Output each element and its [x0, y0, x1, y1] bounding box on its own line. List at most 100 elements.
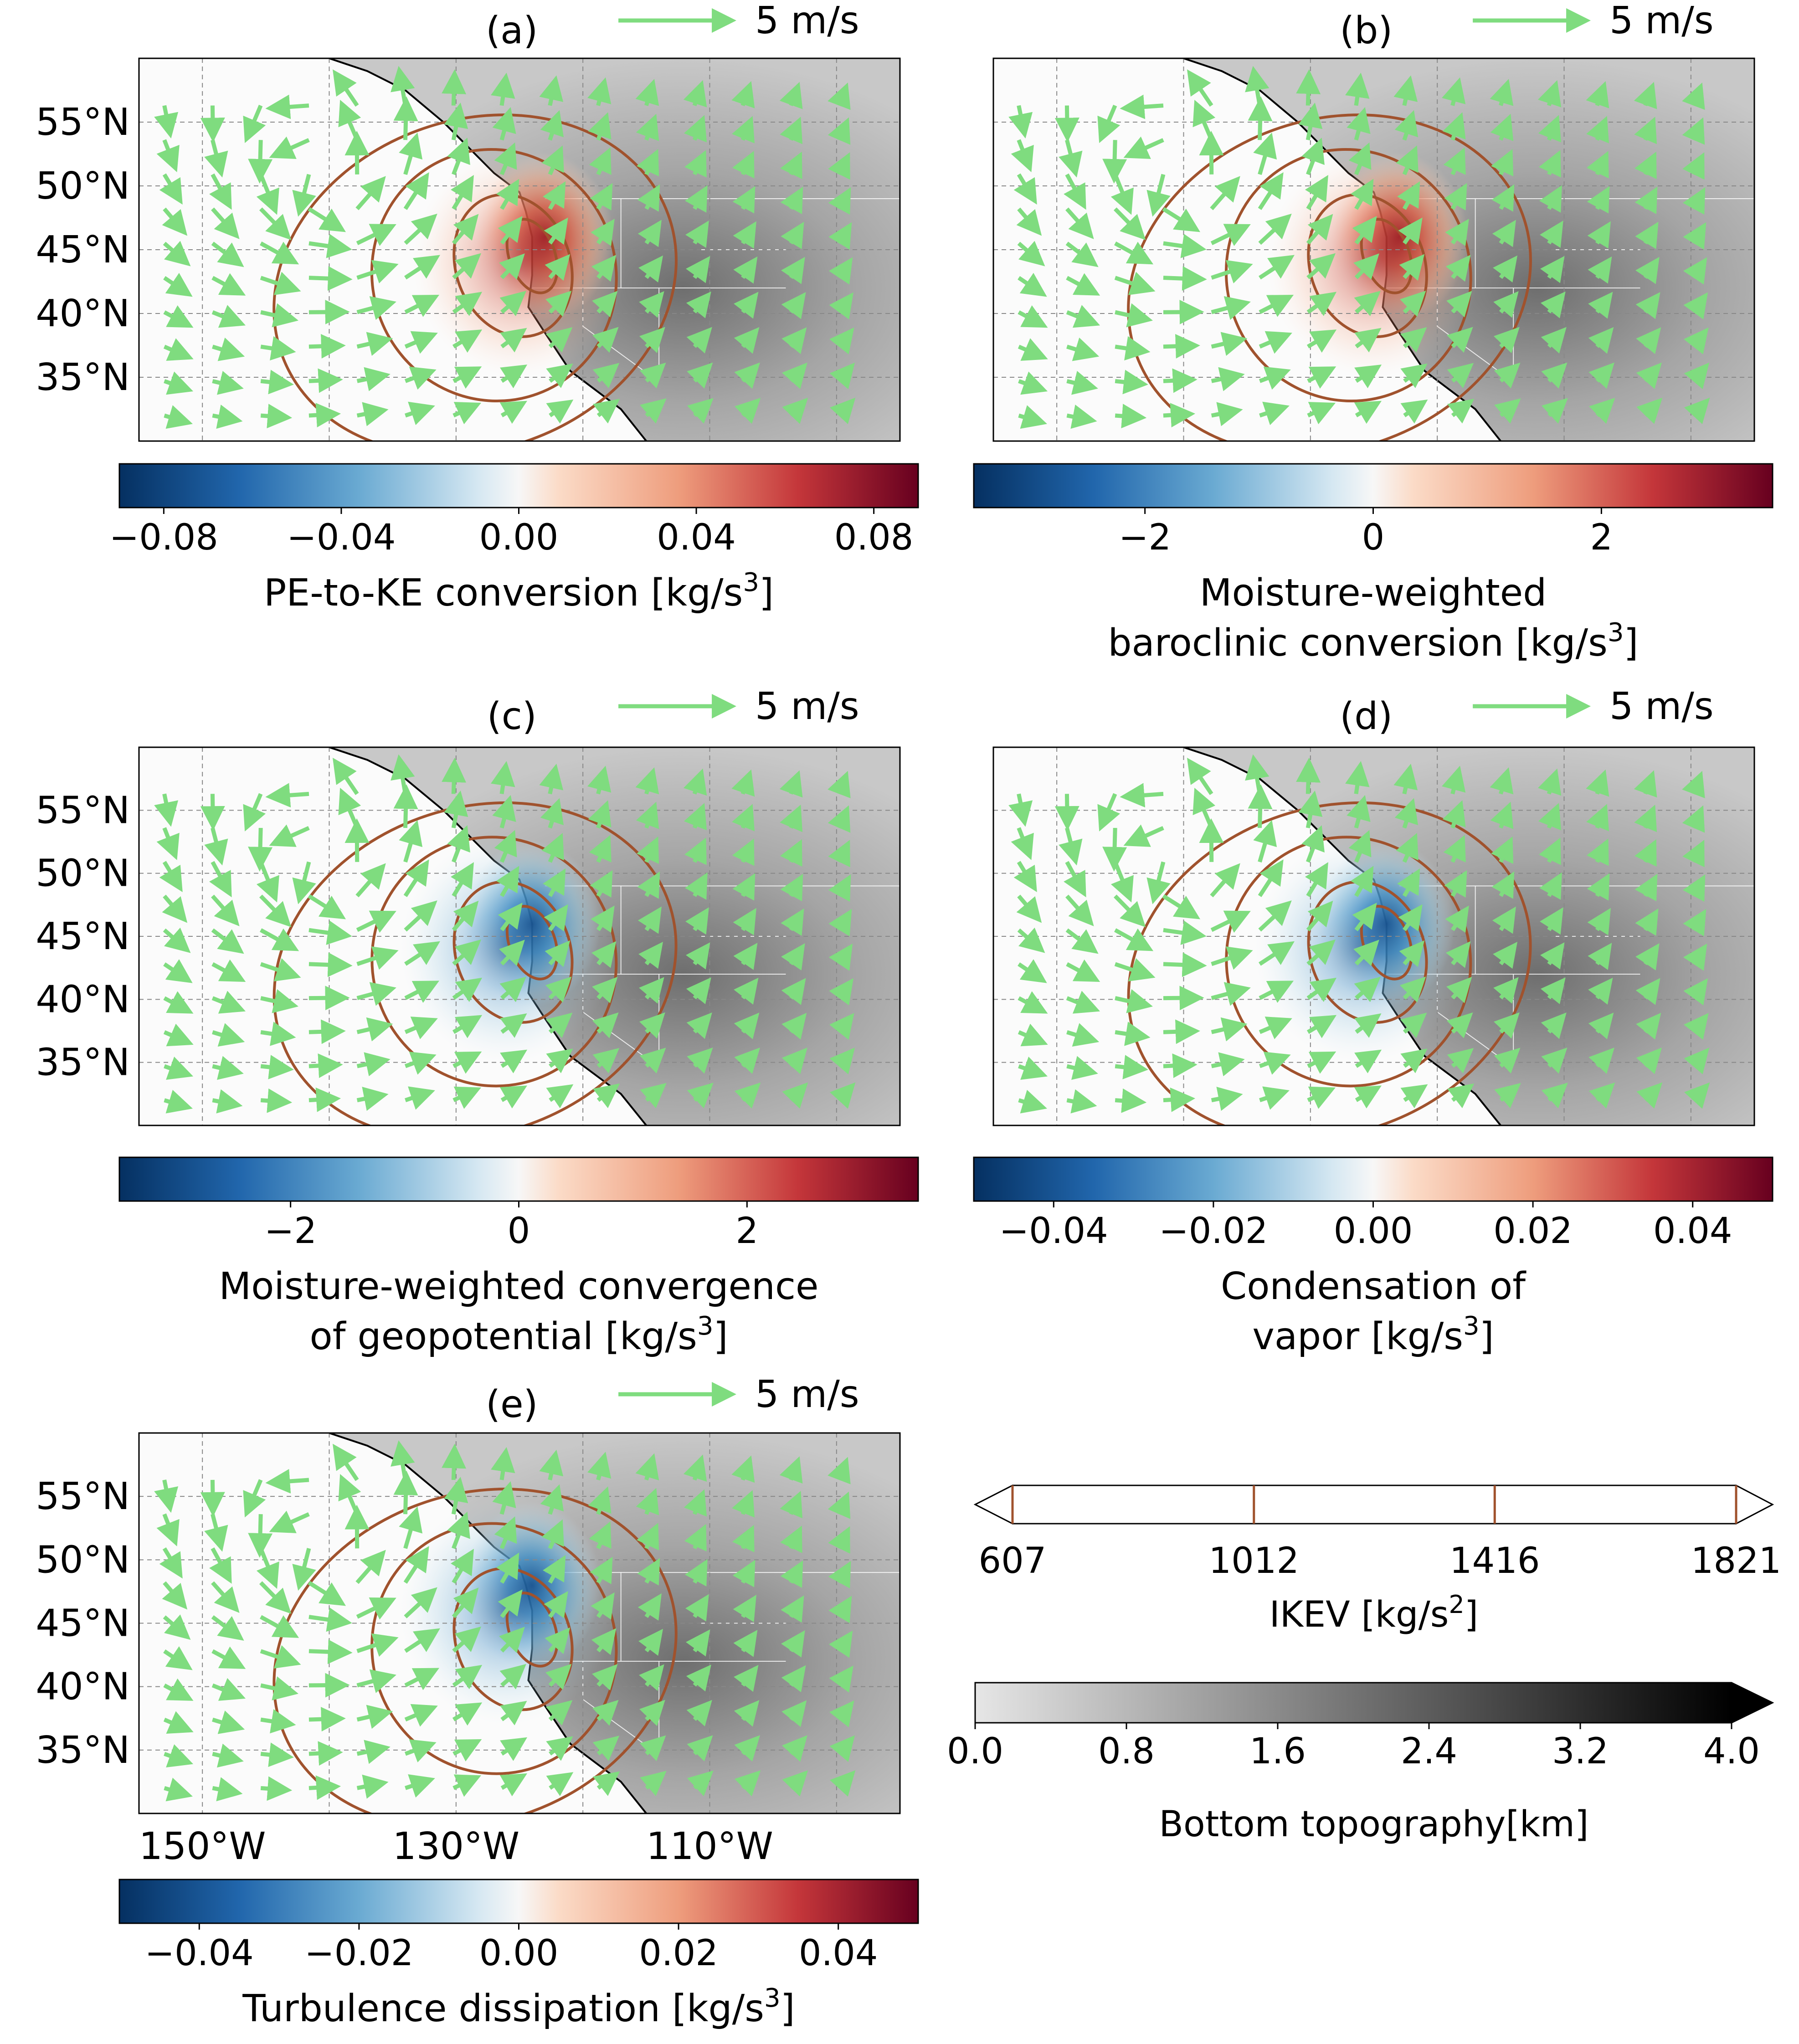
wind-arrow — [591, 905, 615, 933]
wind-arrow — [292, 174, 316, 217]
wind-arrow — [734, 977, 759, 1005]
wind-arrow — [452, 977, 483, 1002]
wind-arrow — [1066, 404, 1097, 429]
wind-arrow — [828, 770, 851, 799]
wind-arrow — [1298, 103, 1323, 141]
wind-arrow — [1394, 798, 1419, 829]
wind-arrow — [154, 105, 179, 139]
wind-arrow — [638, 255, 663, 282]
ikev-legend-label: IKEV [kg/s2] — [1270, 1590, 1478, 1635]
wind-arrow — [156, 1513, 180, 1546]
topography-tick-label: 2.4 — [1401, 1731, 1457, 1772]
wind-arrow — [1059, 139, 1083, 178]
wind-arrow — [781, 1595, 804, 1623]
wind-arrow — [442, 69, 467, 106]
reference-arrow-label: 5 m/s — [755, 685, 859, 728]
wind-arrow — [546, 1048, 573, 1073]
wind-arrow — [1494, 1048, 1521, 1074]
wind-arrow — [404, 1739, 437, 1762]
map-area — [139, 1433, 900, 1813]
wind-arrow — [211, 928, 244, 954]
wind-arrow — [685, 1594, 709, 1622]
wind-arrow — [212, 1056, 244, 1080]
wind-arrow — [1447, 1048, 1474, 1073]
wind-arrow — [1683, 909, 1706, 936]
wind-arrow — [1538, 115, 1562, 143]
wind-arrow — [1446, 327, 1473, 353]
colorbar-label: PE-to-KE conversion [kg/s3] — [264, 568, 774, 615]
wind-arrow — [1192, 100, 1216, 141]
wind-arrow — [403, 172, 429, 210]
reference-arrow-label: 5 m/s — [1609, 685, 1713, 728]
wind-arrow — [269, 1510, 310, 1533]
wind-arrow — [1538, 150, 1561, 178]
wind-arrow — [1306, 292, 1337, 316]
wind-arrow — [1305, 175, 1328, 210]
colorbar-tick-label: 2 — [736, 1211, 759, 1252]
wind-arrow — [209, 1547, 232, 1584]
y-tick-label: 45°N — [36, 915, 130, 958]
wind-arrow — [637, 871, 660, 899]
wind-arrow — [1540, 977, 1566, 1005]
wind-arrow — [684, 803, 707, 831]
wind-arrow — [828, 805, 851, 833]
wind-arrow — [292, 861, 316, 904]
wind-arrow — [637, 184, 660, 212]
wind-arrow — [591, 255, 617, 282]
wind-arrow — [591, 941, 617, 968]
wind-arrow — [1066, 337, 1100, 361]
wind-arrow — [687, 1770, 714, 1797]
wind-arrow — [308, 1087, 341, 1112]
wind-arrow — [1017, 241, 1045, 267]
wind-arrow — [1018, 991, 1048, 1014]
wind-arrow — [1588, 327, 1614, 354]
wind-arrow — [1259, 1052, 1291, 1075]
wind-arrow — [260, 958, 301, 981]
wind-arrow — [734, 1048, 760, 1074]
wind-arrow — [546, 363, 573, 388]
wind-arrow — [545, 1627, 571, 1654]
wind-arrow — [1541, 362, 1568, 389]
wind-arrow — [546, 1736, 573, 1761]
wind-arrow — [1684, 397, 1710, 424]
wind-arrow — [404, 941, 440, 966]
wind-arrow — [829, 1770, 856, 1797]
topography-tick-label: 1.6 — [1249, 1731, 1306, 1772]
wind-arrow — [684, 1489, 707, 1517]
wind-arrow — [1211, 296, 1251, 320]
wind-arrow — [541, 145, 564, 175]
wind-arrow — [1636, 1048, 1662, 1074]
wind-arrow — [1008, 105, 1033, 139]
wind-arrow — [1163, 299, 1204, 324]
wind-arrow — [780, 1491, 803, 1519]
wind-arrow — [829, 1665, 854, 1693]
wind-arrow — [734, 398, 761, 424]
wind-arrow — [1296, 69, 1321, 106]
wind-arrow — [1258, 859, 1284, 897]
wind-arrow — [731, 81, 755, 108]
wind-arrow — [212, 1710, 245, 1734]
wind-arrow — [494, 1516, 517, 1550]
wind-arrow — [164, 1744, 194, 1768]
wind-arrow — [1065, 894, 1094, 926]
wind-arrow — [684, 150, 707, 178]
wind-arrow — [1114, 958, 1156, 981]
wind-arrow — [308, 403, 341, 428]
wind-arrow — [452, 1702, 483, 1726]
y-tick-label: 35°N — [36, 356, 130, 399]
wind-arrow — [1199, 131, 1224, 175]
wind-arrow — [686, 1700, 712, 1727]
topography-legend-label: Bottom topography[km] — [1159, 1804, 1589, 1845]
colorbar-label-line1: Condensation of — [1221, 1265, 1527, 1308]
wind-arrow — [1306, 1015, 1337, 1038]
wind-arrow — [452, 329, 483, 353]
wind-arrow — [356, 367, 391, 391]
wind-arrow — [452, 939, 482, 966]
wind-arrow — [1587, 186, 1610, 214]
colorbar-tick-label: 0 — [508, 1211, 530, 1252]
wind-arrow — [1491, 149, 1514, 177]
wind-arrow — [1682, 770, 1705, 799]
wind-arrow — [243, 104, 266, 144]
wind-arrow — [780, 1560, 803, 1588]
wind-arrow — [164, 1056, 194, 1080]
